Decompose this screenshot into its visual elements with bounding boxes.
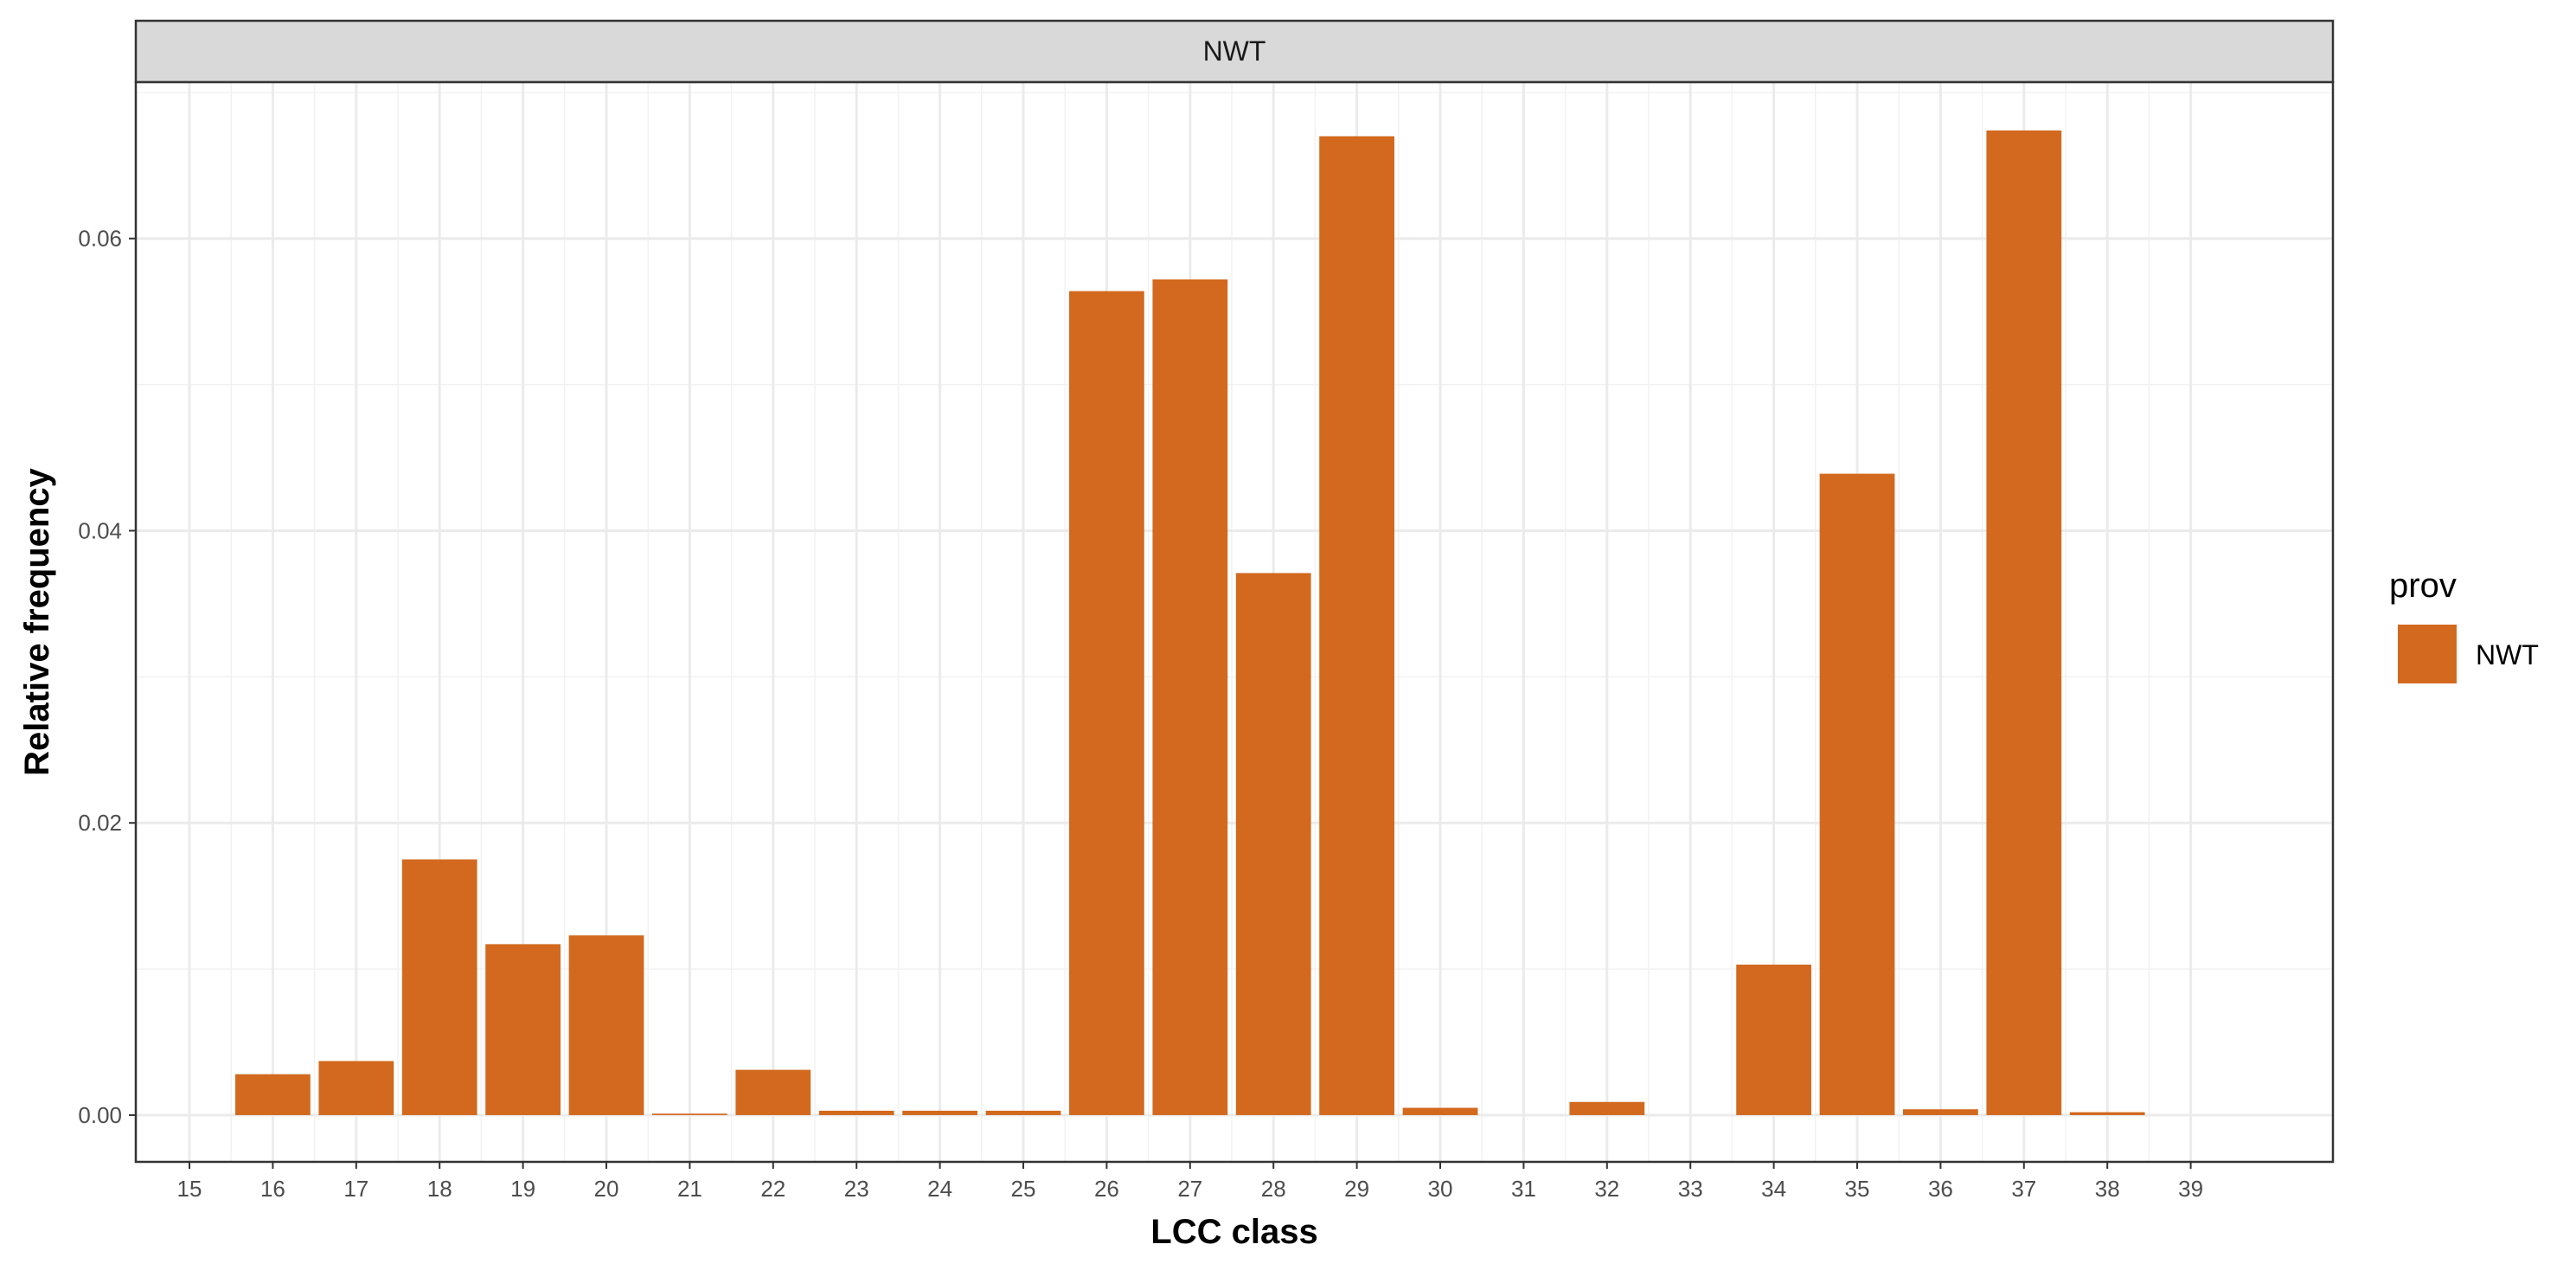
x-tick-label: 31 [1511,1176,1536,1202]
y-axis-title: Relative frequency [18,467,56,775]
bar-21 [652,1113,727,1115]
x-tick-label: 28 [1261,1176,1286,1202]
bar-36 [1903,1109,1978,1115]
bar-37 [1986,130,2062,1115]
x-tick-label: 33 [1678,1176,1703,1202]
bar-30 [1402,1107,1478,1115]
x-tick-label: 19 [510,1176,535,1202]
bar-22 [735,1069,811,1115]
bar-16 [235,1074,311,1115]
x-tick-label: 20 [594,1176,619,1202]
x-tick-label: 22 [760,1176,785,1202]
legend-title: prov [2389,567,2457,605]
bar-25 [985,1110,1061,1115]
legend: prov NWT [2389,567,2539,683]
bar-19 [485,944,561,1115]
x-tick-label: 35 [1845,1176,1870,1202]
bar-35 [1819,473,1895,1115]
x-tick-label: 18 [427,1176,452,1202]
x-tick-label: 29 [1344,1176,1369,1202]
y-tick-label: 0.04 [78,517,122,543]
facet-strip [134,19,2335,84]
bar-26 [1069,291,1144,1115]
bars [235,130,2145,1115]
bar-38 [2069,1112,2145,1115]
x-tick-label: 21 [677,1176,702,1202]
x-tick-label: 17 [343,1176,368,1202]
x-tick-label: 36 [1928,1176,1953,1202]
x-tick-label: 16 [260,1176,285,1202]
x-axis-title: LCC class [1150,1213,1317,1251]
y-tick-label: 0.00 [78,1102,122,1128]
bar-24 [902,1110,977,1115]
bar-18 [401,859,477,1115]
bar-32 [1569,1101,1645,1115]
plot-panel-border [134,80,2335,1164]
x-tick-label: 38 [2095,1176,2120,1202]
bar-20 [568,935,644,1115]
legend-label-nwt: NWT [2476,639,2539,670]
bar-23 [818,1110,894,1115]
legend-key-nwt [2398,625,2457,683]
x-tick-label: 37 [2011,1176,2036,1202]
x-tick-label: 32 [1594,1176,1619,1202]
y-axis-ticks: 0.00 0.02 0.04 0.06 [78,226,136,1128]
x-axis-ticks: 15 16 17 18 19 20 21 22 23 24 25 26 27 28 29 30 31 32 33 34… [177,1162,2203,1202]
x-tick-label: 23 [844,1176,869,1202]
x-tick-label: 27 [1177,1176,1202,1202]
bar-28 [1235,573,1311,1115]
bar-27 [1152,279,1228,1115]
bar-17 [318,1061,394,1115]
x-tick-label: 24 [927,1176,952,1202]
x-tick-label: 30 [1428,1176,1453,1202]
y-tick-label: 0.06 [78,226,122,252]
minor-gridlines [136,82,2333,1162]
x-tick-label: 25 [1011,1176,1036,1202]
bar-29 [1319,136,1394,1115]
bar-34 [1736,965,1811,1115]
x-tick-label: 39 [2178,1176,2203,1202]
y-tick-label: 0.02 [78,810,122,836]
x-tick-label: 26 [1094,1176,1119,1202]
x-tick-label: 15 [177,1176,202,1202]
facet-strip-label: NWT [1203,35,1266,67]
x-tick-label: 34 [1761,1176,1786,1202]
